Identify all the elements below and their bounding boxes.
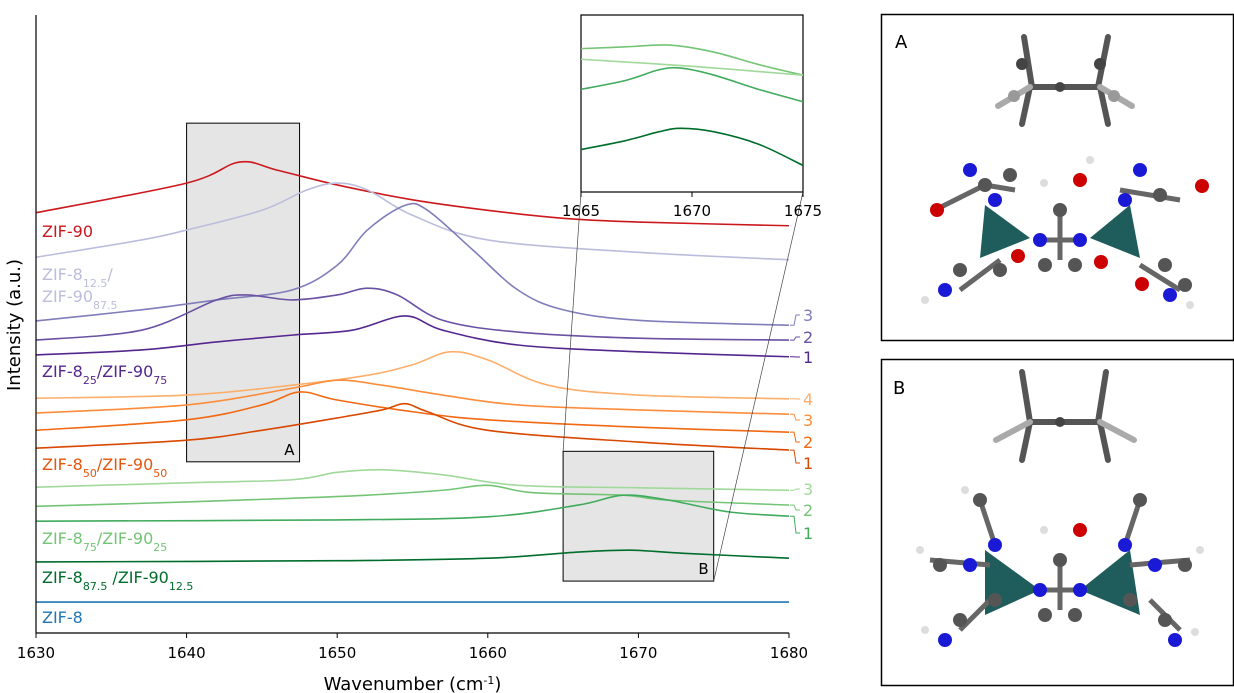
series-label: 3 xyxy=(803,480,813,499)
spectrum-line xyxy=(36,392,789,432)
label-part: /ZIF-90 xyxy=(97,529,153,548)
inset-frame xyxy=(581,15,803,192)
zoom-region xyxy=(563,451,714,581)
panel-frame xyxy=(882,15,1234,341)
label-part: /ZIF-90 xyxy=(97,455,153,474)
label-part: 12.5 xyxy=(169,580,194,593)
inset-x-tick-label: 1665 xyxy=(562,202,600,220)
x-tick-label: 1640 xyxy=(168,644,206,662)
group-label: ZIF-825/ZIF-9075 xyxy=(42,362,167,387)
group-label: ZIF-850/ZIF-9050 xyxy=(42,455,167,480)
series-label: 2 xyxy=(803,501,813,520)
label-bracket xyxy=(790,505,800,510)
label-part: 87.5 xyxy=(93,299,118,312)
label-part: 75 xyxy=(83,541,97,554)
spectrum-line xyxy=(36,204,789,326)
panel-label: B xyxy=(893,378,905,399)
label-part: ZIF-90 xyxy=(42,222,93,241)
connector xyxy=(563,192,581,451)
series-label: 3 xyxy=(803,306,813,325)
label-part: 50 xyxy=(153,467,167,480)
series-label: 3 xyxy=(803,411,813,430)
label-part: 25 xyxy=(83,374,97,387)
label-part: /ZIF-90 xyxy=(107,568,169,587)
label-part: ZIF-8 xyxy=(42,608,83,627)
inset-x-tick-label: 1670 xyxy=(673,202,711,220)
x-tick-label: 1660 xyxy=(469,644,507,662)
label-bracket xyxy=(790,450,800,463)
series-label: 1 xyxy=(803,348,813,367)
region-label: B xyxy=(698,560,708,578)
x-axis-label: Wavenumber (cm-1) xyxy=(324,674,502,693)
series-label: 2 xyxy=(803,328,813,347)
label-part: 25 xyxy=(153,541,167,554)
label-part: ZIF-8 xyxy=(42,529,83,548)
label-bracket xyxy=(790,315,800,325)
inset-x-tick-label: 1675 xyxy=(784,202,822,220)
series-label: 1 xyxy=(803,454,813,473)
label-part: 50 xyxy=(83,467,97,480)
label-part: ) xyxy=(494,674,501,693)
label-bracket xyxy=(790,337,800,340)
series-label: 2 xyxy=(803,433,813,452)
label-part: ZIF-8 xyxy=(42,265,83,284)
label-part: ZIF-90 xyxy=(42,287,93,306)
label-part: ZIF-8 xyxy=(42,362,83,381)
group-label: ZIF-875/ZIF-9025 xyxy=(42,529,167,554)
label-part: /ZIF-90 xyxy=(97,362,153,381)
group-label: ZIF-9087.5 xyxy=(42,287,118,312)
x-tick-label: 1630 xyxy=(17,644,55,662)
panel-label: A xyxy=(895,32,908,53)
label-bracket xyxy=(790,489,800,490)
label-part: 87.5 xyxy=(83,580,108,593)
label-part: / xyxy=(107,265,113,284)
spectrum-line xyxy=(36,183,789,260)
group-label: ZIF-887.5 /ZIF-9012.5 xyxy=(42,568,193,593)
label-part: ZIF-8 xyxy=(42,568,83,587)
panel-b xyxy=(882,360,1234,686)
label-bracket xyxy=(790,516,800,533)
label-part: ZIF-8 xyxy=(42,455,83,474)
series-label: 4 xyxy=(803,390,813,409)
label-part: -1 xyxy=(483,674,494,687)
connector xyxy=(714,192,803,581)
spectrum-line xyxy=(36,288,789,340)
x-tick-label: 1670 xyxy=(619,644,657,662)
figure: A B Intensity (a.u.) AB3214321321ZIF-90Z… xyxy=(0,0,1234,693)
label-bracket xyxy=(790,414,800,420)
group-label: ZIF-8 xyxy=(42,608,83,627)
x-tick-label: 1650 xyxy=(318,644,356,662)
label-bracket xyxy=(790,432,800,442)
group-label: ZIF-812.5/ xyxy=(42,265,113,290)
x-tick-label: 1680 xyxy=(770,644,808,662)
series-label: 1 xyxy=(803,524,813,543)
y-axis-label: Intensity (a.u.) xyxy=(4,259,25,391)
label-part: Wavenumber (cm xyxy=(324,674,484,693)
panel-a xyxy=(882,15,1234,341)
group-label: ZIF-90 xyxy=(42,222,93,241)
region-label: A xyxy=(284,441,295,459)
label-part: 75 xyxy=(153,374,167,387)
